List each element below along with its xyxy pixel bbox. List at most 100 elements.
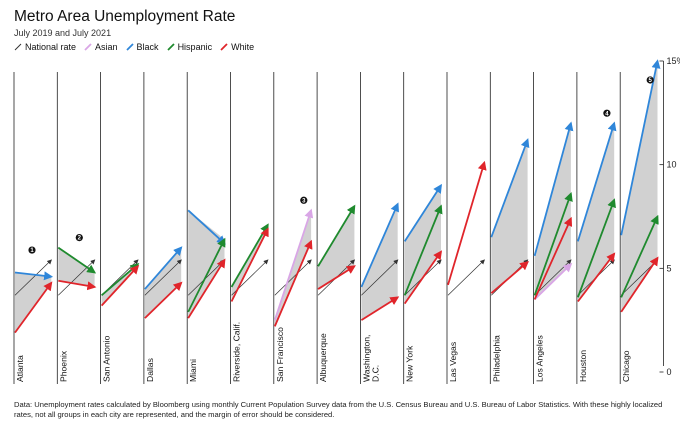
white-arrow	[100, 264, 140, 307]
white-arrow	[144, 281, 183, 319]
white-arrow	[577, 252, 616, 303]
asian-arrow-icon	[84, 43, 92, 51]
hispanic-arrow	[187, 237, 226, 313]
city-panel: 5 Chicago	[619, 59, 661, 384]
callout-number: 3	[302, 198, 306, 204]
city-label: San Antonio	[102, 335, 112, 382]
white-arrow	[360, 296, 400, 321]
white-arrow	[533, 216, 573, 300]
legend-label-white: White	[231, 42, 255, 52]
legend-item-asian: Asian	[84, 42, 118, 52]
city-panel: 3 San Francisco	[273, 72, 314, 384]
legend-item-hispanic: Hispanic	[166, 42, 213, 52]
city-label: New York	[405, 345, 415, 382]
city-panel: Miami	[186, 72, 226, 384]
range-shading	[144, 247, 182, 319]
legend-label-national: National rate	[25, 42, 77, 52]
hispanic-arrow-icon	[166, 43, 175, 51]
black-arrow	[360, 202, 399, 288]
city-panel: New York	[403, 72, 443, 384]
city-label: Las Vegas	[448, 342, 458, 382]
black-arrow	[490, 138, 530, 238]
range-shading	[577, 123, 615, 302]
white-arrow	[317, 265, 356, 290]
white-arrow	[230, 227, 269, 302]
legend-label-black: Black	[136, 42, 159, 52]
national-rate-arrow	[14, 259, 53, 296]
city-panel: Las Vegas	[446, 72, 487, 384]
range-shading	[491, 139, 528, 294]
callout-badge	[28, 246, 36, 254]
city-label: Phoenix	[58, 350, 68, 382]
city-panel: San Antonio	[100, 72, 140, 384]
national-rate-arrow	[361, 259, 399, 296]
callout-badge	[300, 196, 308, 204]
callout-badge	[646, 76, 654, 84]
city-label: Atlanta	[15, 355, 25, 382]
city-panel: 1 Atlanta	[13, 72, 54, 384]
white-arrow	[447, 160, 487, 286]
y-tick-label: 15%	[667, 56, 680, 66]
callout-badge	[75, 234, 83, 242]
black-arrow	[144, 246, 183, 290]
y-tick-label: 0	[667, 367, 672, 377]
white-arrow	[620, 256, 659, 313]
hispanic-arrow	[57, 246, 97, 274]
black-arrow-icon	[125, 43, 134, 51]
chart-title: Metro Area Unemployment Rate	[14, 8, 236, 25]
city-label: Philadelphia	[491, 335, 501, 382]
city-panel: Washington, D.C.	[359, 72, 400, 384]
hispanic-arrow	[577, 198, 616, 298]
y-tick-label: 10	[667, 160, 677, 170]
callout-number: 1	[30, 248, 34, 254]
white-arrow	[58, 279, 97, 291]
legend: National rate Asian Black Hispanic White	[14, 42, 254, 52]
national-rate-arrow	[447, 259, 486, 296]
black-arrow	[403, 183, 442, 242]
footnote: Data: Unemployment rates calculated by B…	[14, 400, 663, 419]
city-panel: Riverside, Calif.	[230, 72, 269, 384]
city-label: Miami	[188, 359, 198, 382]
range-shading	[188, 210, 225, 319]
white-arrow	[403, 250, 443, 305]
asian-arrow	[273, 208, 314, 321]
white-arrow	[490, 260, 529, 294]
hispanic-arrow	[620, 214, 659, 298]
white-arrow	[14, 281, 53, 334]
city-panel: Dallas	[143, 72, 183, 384]
hispanic-arrow	[403, 204, 443, 296]
city-panel: 2 Phoenix	[56, 72, 97, 384]
city-label: Dallas	[145, 358, 155, 382]
city-panel: Philadelphia	[489, 72, 530, 384]
callout-number: 5	[649, 78, 653, 84]
hispanic-arrow	[317, 204, 356, 267]
y-tick-label: 5	[667, 263, 672, 273]
white-arrow	[187, 258, 226, 319]
range-shading	[404, 185, 441, 304]
city-label: Houston	[578, 350, 588, 382]
national-rate-arrow	[144, 259, 182, 296]
legend-label-hispanic: Hispanic	[177, 42, 213, 52]
city-label: D.C.	[370, 365, 380, 382]
black-arrow	[14, 271, 54, 281]
legend-item-black: Black	[125, 42, 159, 52]
national-arrow-icon	[14, 43, 22, 51]
range-shading	[15, 272, 52, 333]
city-label: Riverside, Calif.	[232, 322, 242, 382]
city-label: Los Angeles	[535, 335, 545, 382]
white-arrow-icon	[220, 43, 228, 51]
callout-number: 2	[78, 236, 82, 242]
city-label: Washington,	[361, 335, 371, 382]
city-label: San Francisco	[275, 327, 285, 382]
hispanic-arrow	[101, 263, 140, 296]
unemployment-chart: 0 5 10 15% 1 Atlanta 2 Phoenix San Antonio Dallas…	[13, 56, 680, 384]
hispanic-arrow	[533, 191, 573, 296]
range-shading	[534, 123, 571, 300]
legend-label-asian: Asian	[95, 42, 118, 52]
range-shading	[58, 247, 95, 287]
city-label: Albuquerque	[318, 333, 328, 382]
callout-badge	[603, 109, 611, 117]
black-arrow	[620, 59, 661, 236]
city-label: Chicago	[621, 350, 631, 382]
callout-number: 4	[605, 111, 609, 117]
